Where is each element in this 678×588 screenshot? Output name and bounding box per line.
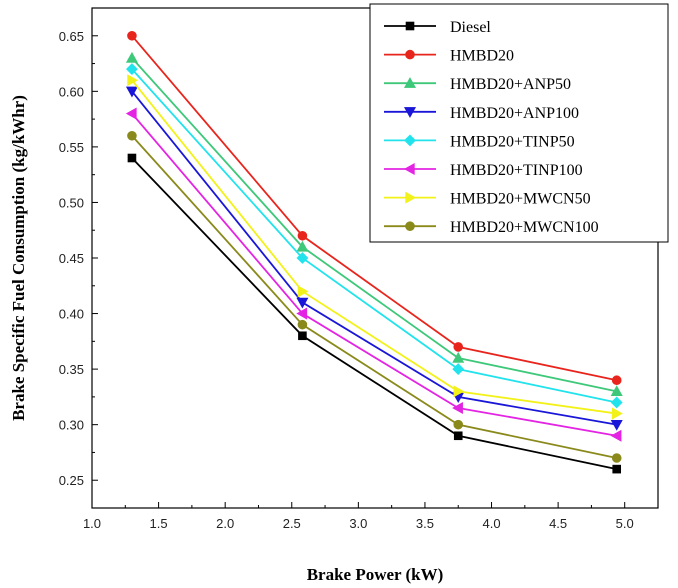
legend-marker (405, 49, 415, 60)
x-tick-label: 4.5 (549, 516, 567, 531)
data-point (297, 319, 308, 330)
data-point (125, 107, 137, 120)
legend-marker (405, 191, 417, 204)
series-line (131, 68, 617, 404)
legend-item: Diesel (384, 19, 491, 36)
legend-label: HMBD20+MWCN50 (450, 191, 591, 208)
x-tick-label: 5.0 (616, 516, 634, 531)
legend-label: HMBD20+TINP50 (450, 133, 575, 150)
series-hmbd20-mwcn100 (127, 130, 622, 463)
data-point (127, 153, 137, 163)
data-point (611, 453, 622, 463)
data-point (453, 385, 465, 398)
series-line (131, 135, 617, 459)
data-point (125, 86, 138, 98)
x-tick-label: 3.0 (349, 516, 367, 531)
data-point (452, 351, 465, 363)
series-line (131, 157, 617, 470)
series-line (131, 35, 617, 382)
legend-label: HMBD20+ANP50 (450, 76, 571, 93)
y-tick-label: 0.40 (59, 307, 84, 322)
series-hmbd20 (127, 30, 622, 386)
legend-item: HMBD20+ANP100 (384, 105, 579, 122)
data-point (453, 342, 464, 352)
series-diesel (127, 153, 622, 474)
legend-marker (403, 162, 415, 176)
series-hmbd20-tinp100 (125, 107, 622, 442)
legend: Diesel HMBD20 HMBD20+ANP50 HMBD20+ANP100 HMB… (369, 3, 669, 243)
legend-item: HMBD20+TINP100 (384, 162, 583, 179)
data-point (297, 230, 308, 241)
y-axis-title: Brake Specific Fuel Consumption (kg/kWhr… (9, 95, 28, 421)
legend-item: HMBD20+MWCN50 (384, 191, 591, 208)
legend-item: HMBD20+TINP50 (384, 133, 575, 150)
data-point (127, 30, 137, 41)
legend-marker (405, 21, 415, 31)
legend-item: HMBD20 (384, 48, 514, 65)
data-point (452, 401, 463, 415)
series-hmbd20-tinp50 (126, 63, 623, 409)
y-tick-label: 0.45 (59, 251, 84, 266)
legend-marker (404, 134, 416, 147)
data-point (127, 130, 137, 141)
y-tick-label: 0.50 (59, 195, 84, 210)
series-hmbd20-anp50 (125, 51, 623, 397)
data-point (453, 419, 464, 430)
legend-label: HMBD20+TINP100 (450, 162, 583, 179)
x-tick-label: 1.5 (150, 516, 168, 531)
y-tick-label: 0.25 (59, 473, 84, 488)
data-point (610, 419, 623, 431)
data-point (610, 396, 623, 409)
legend-label: HMBD20+MWCN100 (450, 219, 599, 236)
data-point (610, 385, 623, 397)
x-tick-label: 2.0 (216, 516, 234, 531)
data-point (453, 431, 463, 441)
data-point (296, 297, 309, 309)
data-point (296, 252, 309, 264)
y-tick-label: 0.65 (59, 29, 84, 44)
series-hmbd20-mwcn50 (127, 74, 623, 420)
data-point (298, 331, 307, 341)
data-point (611, 375, 622, 386)
legend-label: Diesel (450, 19, 491, 36)
y-tick-label: 0.60 (59, 84, 84, 99)
data-point (296, 307, 308, 320)
x-tick-label: 1.0 (83, 516, 101, 531)
series-line (131, 79, 617, 415)
data-point (610, 429, 622, 442)
series-line (131, 90, 617, 426)
x-tick-label: 4.0 (482, 516, 500, 531)
x-tick-label: 2.5 (283, 516, 301, 531)
series-line (131, 57, 617, 393)
y-tick-label: 0.35 (59, 362, 84, 377)
legend-marker (403, 77, 417, 88)
data-point (612, 407, 623, 420)
legend-marker (405, 221, 415, 231)
data-point (612, 464, 622, 474)
legend-label: HMBD20 (450, 48, 514, 65)
legend-item: HMBD20+MWCN100 (384, 219, 599, 236)
y-tick-label: 0.55 (59, 140, 84, 155)
legend-label: HMBD20+ANP100 (450, 105, 579, 122)
data-point (296, 240, 309, 252)
data-point (125, 51, 138, 63)
data-point (126, 63, 138, 76)
data-point (452, 363, 465, 376)
y-tick-label: 0.30 (59, 418, 84, 433)
legend-box (369, 3, 669, 243)
x-tick-label: 3.5 (416, 516, 434, 531)
x-axis-title: Brake Power (kW) (307, 565, 444, 584)
series-line (131, 112, 617, 437)
series-hmbd20-anp100 (125, 86, 623, 431)
data-point (127, 74, 139, 87)
legend-marker (403, 107, 417, 118)
axis-ticks: 1.0 1.5 2.0 2.5 3.0 3.5 4.0 4.5 5.0 0.25 0.30 0.35 0… (59, 7, 634, 531)
legend-item: HMBD20+ANP50 (384, 76, 571, 93)
marks-layer (125, 30, 623, 474)
data-point (297, 285, 309, 298)
